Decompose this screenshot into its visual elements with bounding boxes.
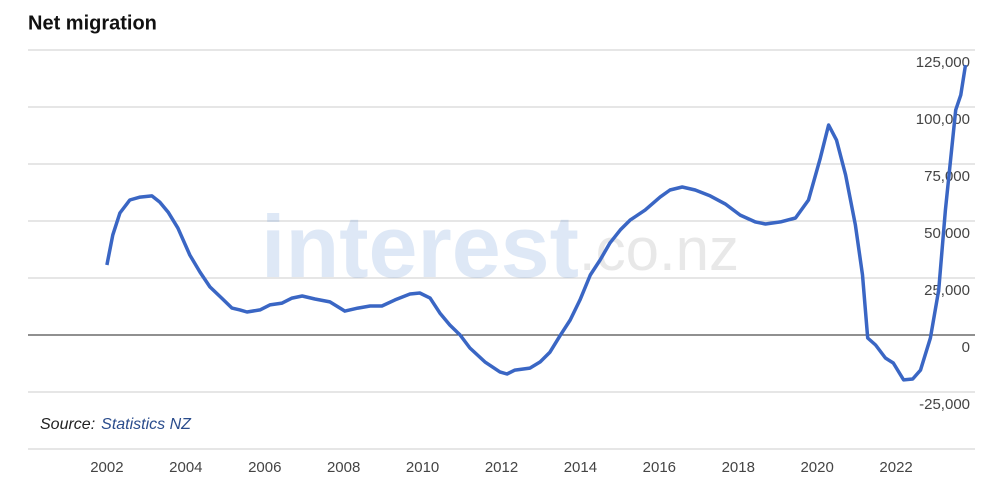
x-tick-label: 2006 (248, 459, 281, 476)
x-tick-label: 2018 (722, 459, 755, 476)
chart-title: Net migration (28, 12, 157, 34)
y-tick-label: -25,000 (919, 396, 970, 413)
x-tick-label: 2016 (643, 459, 676, 476)
x-tick-label: 2008 (327, 459, 360, 476)
data-line (105, 64, 968, 382)
source: Source: Statistics NZ (40, 416, 192, 433)
y-tick-label: 100,000 (916, 111, 970, 128)
watermark-domain: .co.nz (579, 216, 739, 283)
x-tick-label: 2010 (406, 459, 439, 476)
source-label: Source: (40, 416, 95, 433)
x-tick-label: 2022 (879, 459, 912, 476)
y-tick-label: 0 (962, 339, 970, 356)
x-tick-label: 2012 (485, 459, 518, 476)
y-tick-label: 75,000 (924, 168, 970, 185)
watermark: interest.co.nz (261, 197, 739, 296)
x-tick-label: 2014 (564, 459, 597, 476)
watermark-main: interest (261, 197, 579, 296)
y-tick-label: 25,000 (924, 282, 970, 299)
y-tick-label: 125,000 (916, 54, 970, 71)
x-tick-label: 2004 (169, 459, 202, 476)
x-tick-label: 2020 (800, 459, 833, 476)
x-tick-label: 2002 (90, 459, 123, 476)
y-tick-label: 50,000 (924, 225, 970, 242)
source-name: Statistics NZ (101, 416, 192, 433)
